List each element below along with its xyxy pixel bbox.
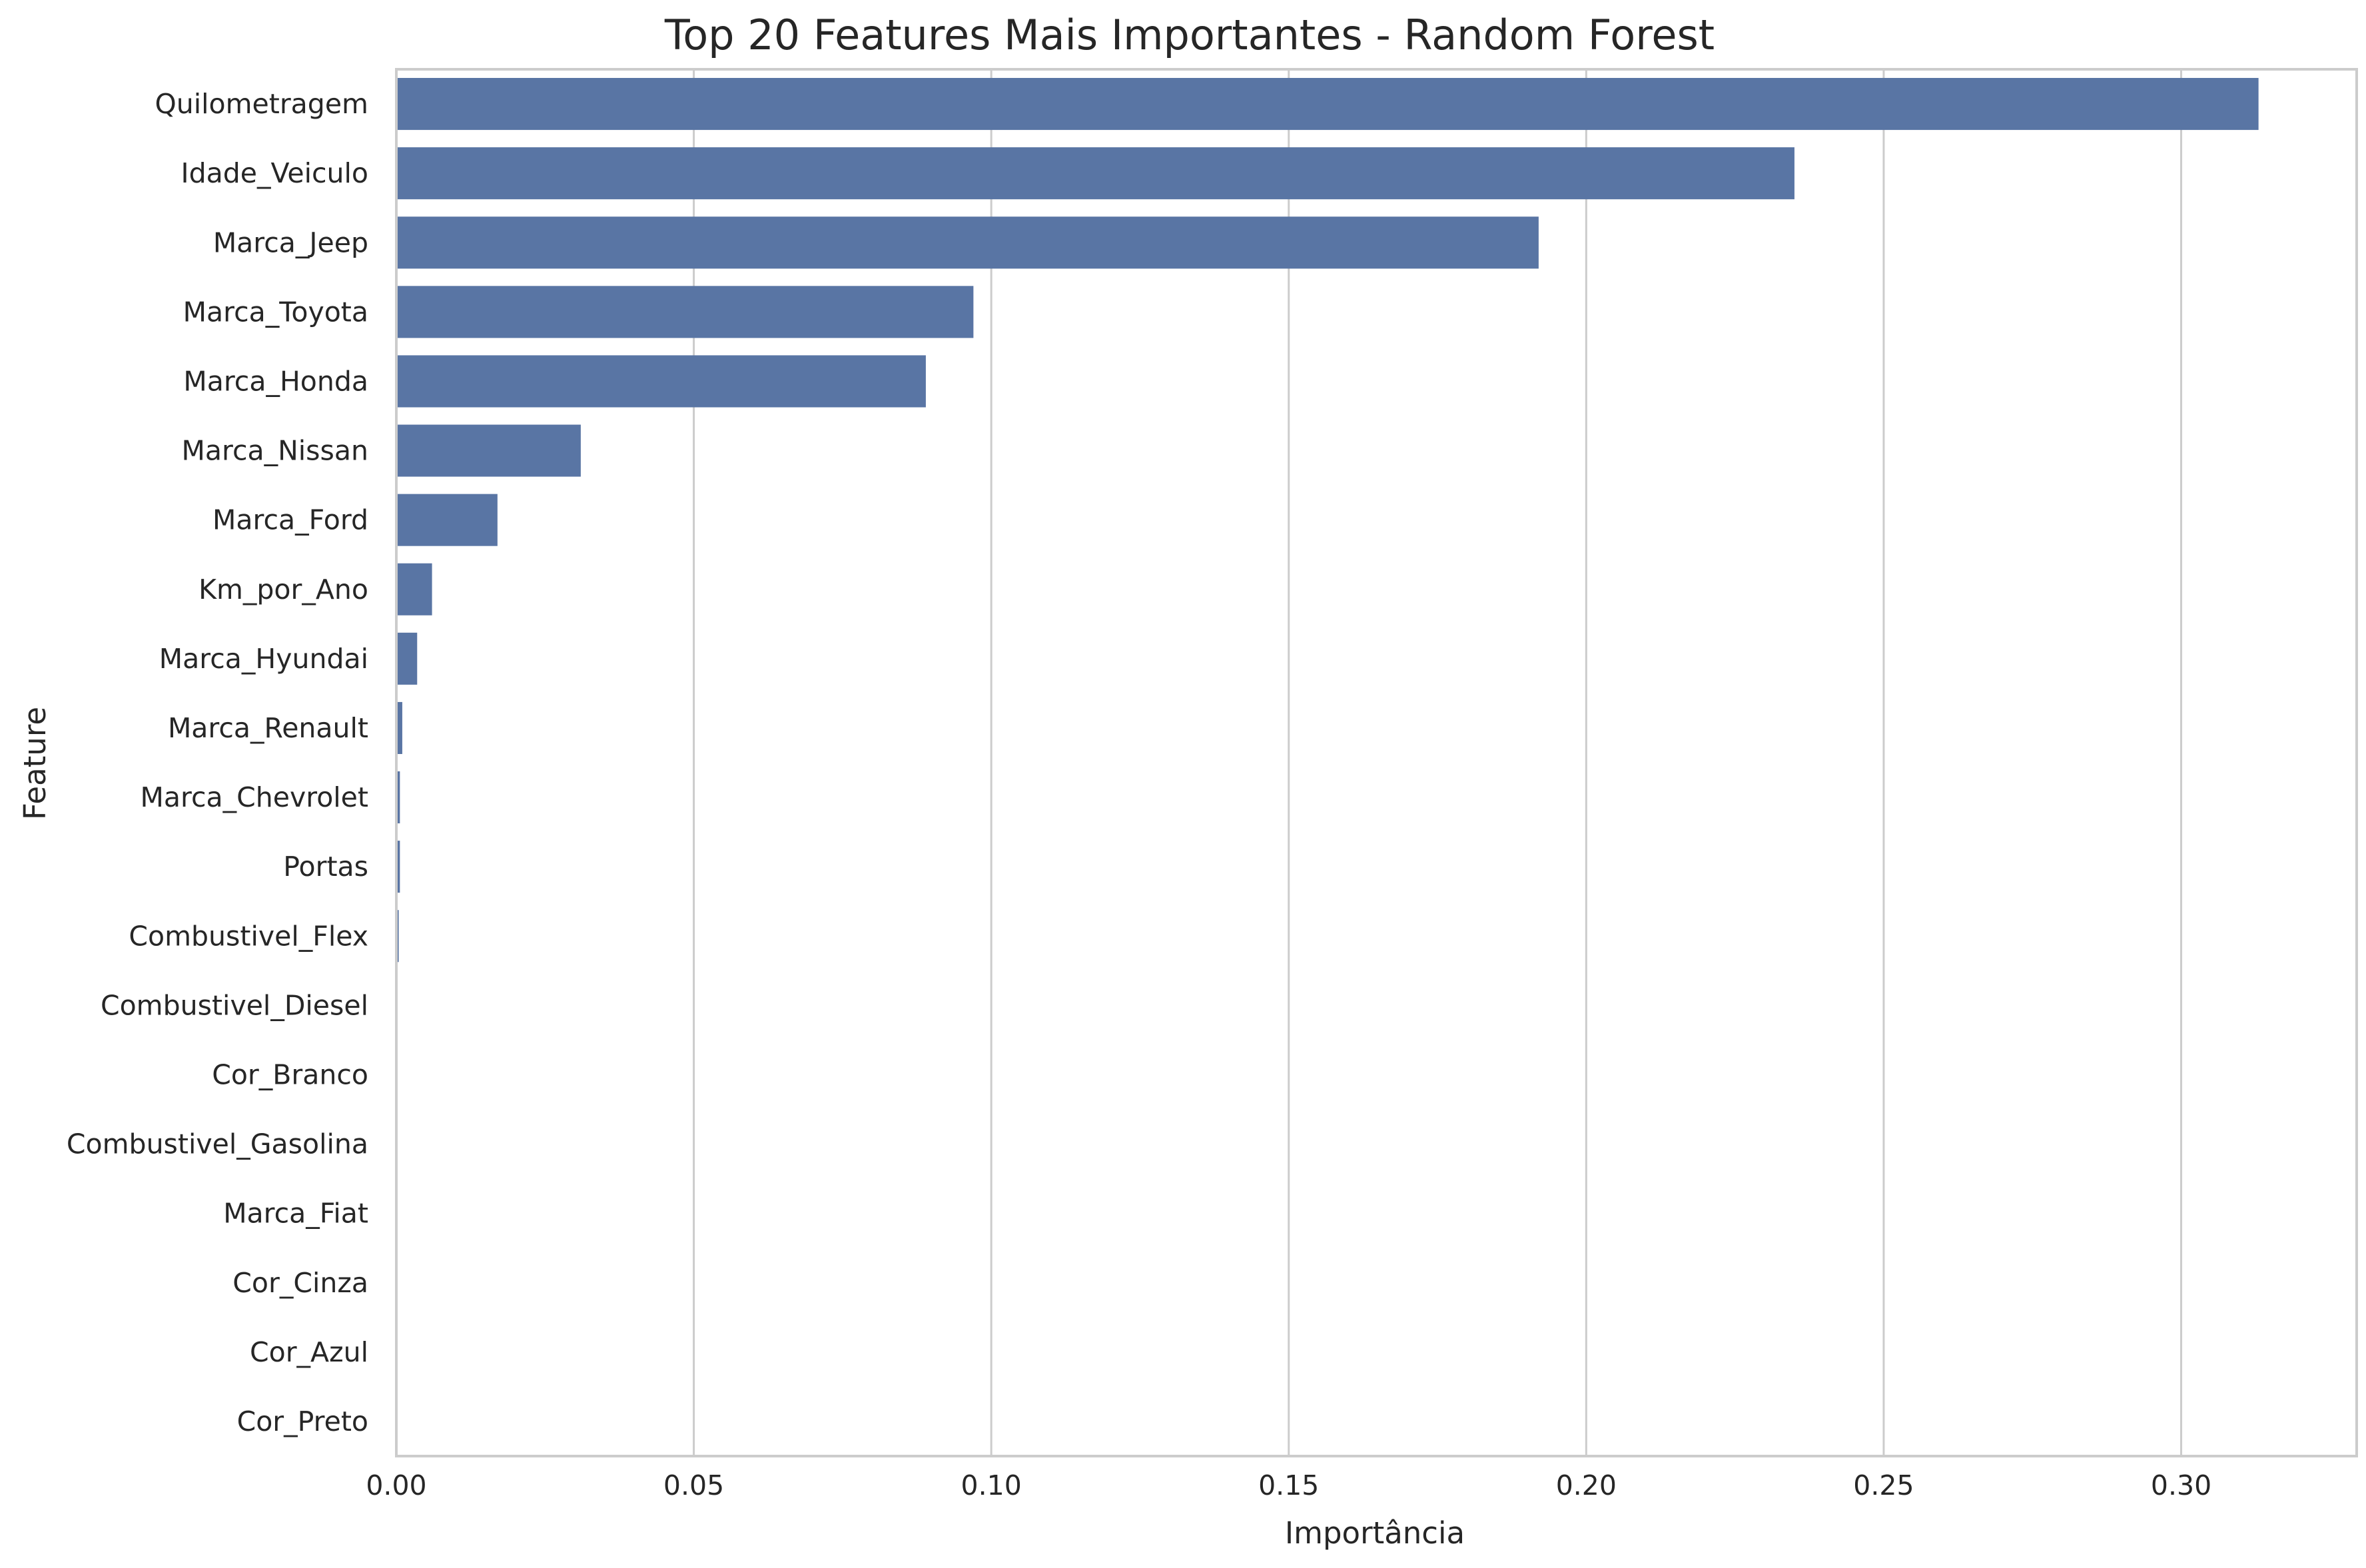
bar-portas — [396, 841, 400, 893]
bar-marca-hyundai — [396, 632, 418, 685]
y-tick-label: Combustivel_Diesel — [101, 989, 368, 1021]
bar-km-por-ano — [396, 563, 432, 615]
bar-marca-ford — [396, 494, 498, 546]
bars-layer — [396, 78, 2259, 1447]
x-tick-label: 0.15 — [1258, 1469, 1319, 1501]
y-tick-label: Marca_Renault — [168, 712, 368, 744]
x-tick-label: 0.00 — [366, 1469, 426, 1501]
x-axis-label: Importância — [1285, 1515, 1465, 1551]
y-tick-label: Marca_Hyundai — [159, 643, 368, 675]
bar-marca-jeep — [396, 216, 1539, 269]
plot-frame — [395, 68, 2358, 1457]
y-tick-label: Marca_Jeep — [213, 226, 368, 258]
y-tick-label: Cor_Cinza — [232, 1267, 368, 1299]
bar-quilometragem — [396, 78, 2259, 131]
y-tick-label: Portas — [283, 851, 368, 883]
y-tick-label: Cor_Preto — [237, 1405, 368, 1437]
y-tick-label: Marca_Honda — [183, 365, 368, 397]
y-tick-label: Quilometragem — [155, 88, 368, 120]
x-tick-label: 0.20 — [1556, 1469, 1617, 1501]
x-tick-label: 0.10 — [961, 1469, 1022, 1501]
bar-marca-chevrolet — [396, 771, 400, 824]
y-tick-label: Cor_Azul — [250, 1336, 368, 1368]
bar-marca-honda — [396, 355, 926, 408]
y-tick-label: Cor_Branco — [212, 1058, 368, 1090]
bar-marca-toyota — [396, 286, 974, 338]
chart-title: Top 20 Features Mais Importantes - Rando… — [664, 11, 1715, 59]
x-tick-label: 0.05 — [663, 1469, 724, 1501]
y-tick-label: Marca_Ford — [212, 504, 368, 536]
bar-idade-veiculo — [396, 147, 1794, 200]
bar-marca-nissan — [396, 424, 581, 477]
y-tick-label: Combustivel_Gasolina — [67, 1128, 368, 1160]
y-tick-label: Marca_Fiat — [223, 1198, 368, 1230]
x-tick-label: 0.25 — [1853, 1469, 1914, 1501]
bar-marca-renault — [396, 701, 402, 754]
y-tick-label: Marca_Toyota — [183, 296, 368, 328]
grid-layer — [395, 69, 2183, 1456]
x-tick-label: 0.30 — [2151, 1469, 2211, 1501]
y-tick-label: Idade_Veiculo — [181, 157, 368, 189]
y-tick-labels: Quilometragem Idade_Veiculo Marca_Jeep Marc… — [67, 88, 368, 1437]
x-tick-labels: 0.00 0.05 0.10 0.15 0.20 0.25 0.30 — [366, 1469, 2211, 1501]
y-axis-label: Feature — [17, 707, 53, 820]
y-tick-label: Combustivel_Flex — [129, 920, 368, 952]
y-tick-label: Marca_Chevrolet — [141, 781, 368, 813]
y-tick-label: Km_por_Ano — [198, 574, 368, 605]
y-tick-label: Marca_Nissan — [181, 435, 368, 467]
